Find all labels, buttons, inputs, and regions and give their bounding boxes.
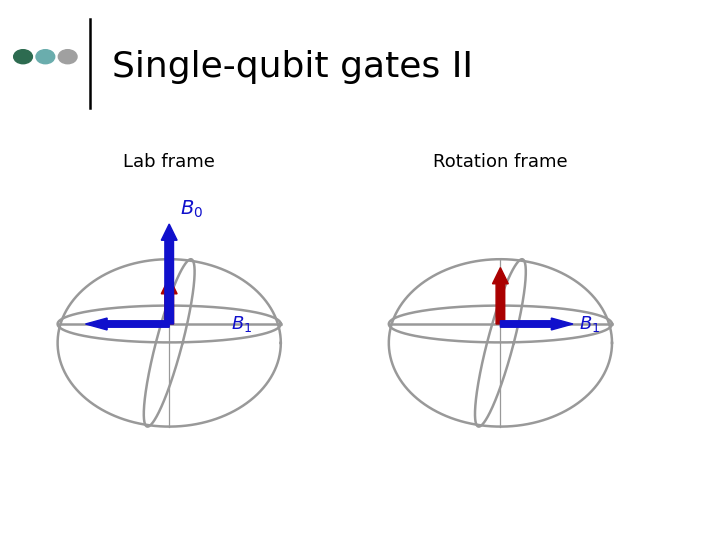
- Circle shape: [36, 50, 55, 64]
- Text: Rotation frame: Rotation frame: [433, 153, 567, 171]
- Circle shape: [58, 50, 77, 64]
- FancyArrow shape: [161, 278, 177, 324]
- FancyArrow shape: [86, 318, 169, 330]
- Text: Lab frame: Lab frame: [123, 153, 215, 171]
- FancyArrow shape: [161, 224, 177, 324]
- Text: $B_1$: $B_1$: [230, 314, 252, 334]
- Text: $B_0$: $B_0$: [180, 198, 203, 220]
- Text: Single-qubit gates II: Single-qubit gates II: [112, 51, 472, 84]
- Text: $B_1$: $B_1$: [579, 314, 600, 334]
- FancyArrow shape: [492, 268, 508, 324]
- Circle shape: [14, 50, 32, 64]
- FancyArrow shape: [500, 318, 573, 330]
